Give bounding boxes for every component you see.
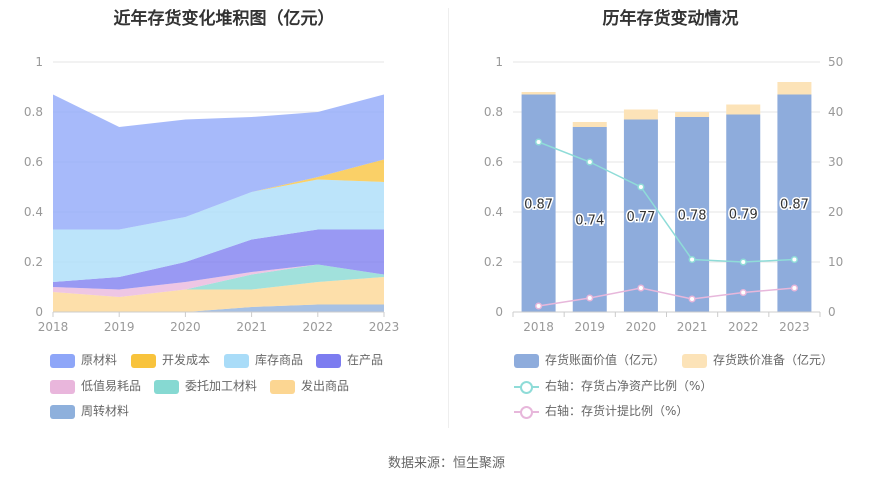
chart-divider <box>448 8 449 428</box>
left-legend-item[interactable]: 库存商品 <box>224 352 303 368</box>
right-legend-item[interactable]: 右轴：存货计提比例（%） <box>514 403 688 419</box>
legend-swatch <box>131 353 156 368</box>
left-x-tick-label: 2021 <box>236 320 267 334</box>
legend-label: 库存商品 <box>255 353 304 367</box>
area-series-5 <box>53 179 384 282</box>
legend-swatch <box>682 353 707 368</box>
area-series-0 <box>53 304 384 312</box>
left-y-tick-label: 0.8 <box>24 105 43 119</box>
left-x-tick-label: 2020 <box>170 320 201 334</box>
stacked-area-chart: 0 0.2 0.4 0.6 0.8 1 2018 2019 2020 2021 2022 2023 <box>24 55 400 334</box>
left-legend-item[interactable]: 开发成本 <box>131 352 210 368</box>
legend-label: 右轴：存货计提比例（%） <box>545 404 689 418</box>
left-y-tick-label: 0.6 <box>24 155 43 169</box>
right-legend-item[interactable]: 右轴：存货占净资产比例（%） <box>514 378 712 394</box>
left-chart-title: 近年存货变化堆积图（亿元） <box>113 9 335 29</box>
legend-label: 周转材料 <box>81 404 130 418</box>
left-legend-item[interactable]: 在产品 <box>316 352 383 368</box>
area-series-2 <box>53 264 384 297</box>
left-legend-item[interactable]: 周转材料 <box>50 403 129 419</box>
legend-label: 发出商品 <box>301 379 350 393</box>
area-series-4 <box>53 229 384 290</box>
legend-label: 存货跌价准备（亿元） <box>713 353 834 367</box>
area-series-3 <box>53 264 384 297</box>
legend-swatch <box>270 379 295 394</box>
area-series-1 <box>53 277 384 312</box>
legend-label: 开发成本 <box>162 353 211 367</box>
legend-swatch <box>514 353 539 368</box>
left-legend-item[interactable]: 委托加工材料 <box>154 378 257 394</box>
left-legend-item[interactable]: 发出商品 <box>270 378 349 394</box>
left-legend-item[interactable]: 原材料 <box>50 352 117 368</box>
legend-label: 原材料 <box>81 353 118 367</box>
legend-swatch <box>154 379 179 394</box>
legend-swatch <box>50 379 75 394</box>
left-x-tick-label: 2019 <box>104 320 135 334</box>
legend-swatch <box>224 353 249 368</box>
left-y-tick-label: 0.4 <box>24 205 43 219</box>
left-y-tick-label: 0 <box>35 305 43 319</box>
left-y-tick-label: 0.2 <box>24 255 43 269</box>
legend-swatch <box>50 404 75 419</box>
legend-label: 存货账面价值（亿元） <box>545 353 666 367</box>
left-legend-item[interactable]: 低值易耗品 <box>50 378 141 394</box>
right-legend-item[interactable]: 存货账面价值（亿元） <box>514 352 665 368</box>
area-series-7 <box>53 94 384 230</box>
right-chart-title: 历年存货变动情况 <box>602 9 739 29</box>
legend-swatch <box>50 353 75 368</box>
right-legend-item[interactable]: 存货跌价准备（亿元） <box>682 352 833 368</box>
legend-swatch <box>316 353 341 368</box>
left-x-tick-label: 2022 <box>303 320 334 334</box>
legend-label: 在产品 <box>347 353 384 367</box>
legend-label: 右轴：存货占净资产比例（%） <box>545 379 713 393</box>
legend-label: 委托加工材料 <box>185 379 258 393</box>
legend-swatch <box>514 380 539 394</box>
legend-label: 低值易耗品 <box>81 379 142 393</box>
left-y-tick-label: 1 <box>35 55 43 69</box>
left-legend: 原材料 开发成本 库存商品 在产品低值易耗品 委托加工材料 发出商品周转材料 <box>50 352 383 419</box>
legend-swatch <box>514 405 539 419</box>
left-x-tick-label: 2018 <box>38 320 69 334</box>
left-x-tick-label: 2023 <box>369 320 400 334</box>
data-source-note: 数据来源：恒生聚源 <box>387 456 505 471</box>
